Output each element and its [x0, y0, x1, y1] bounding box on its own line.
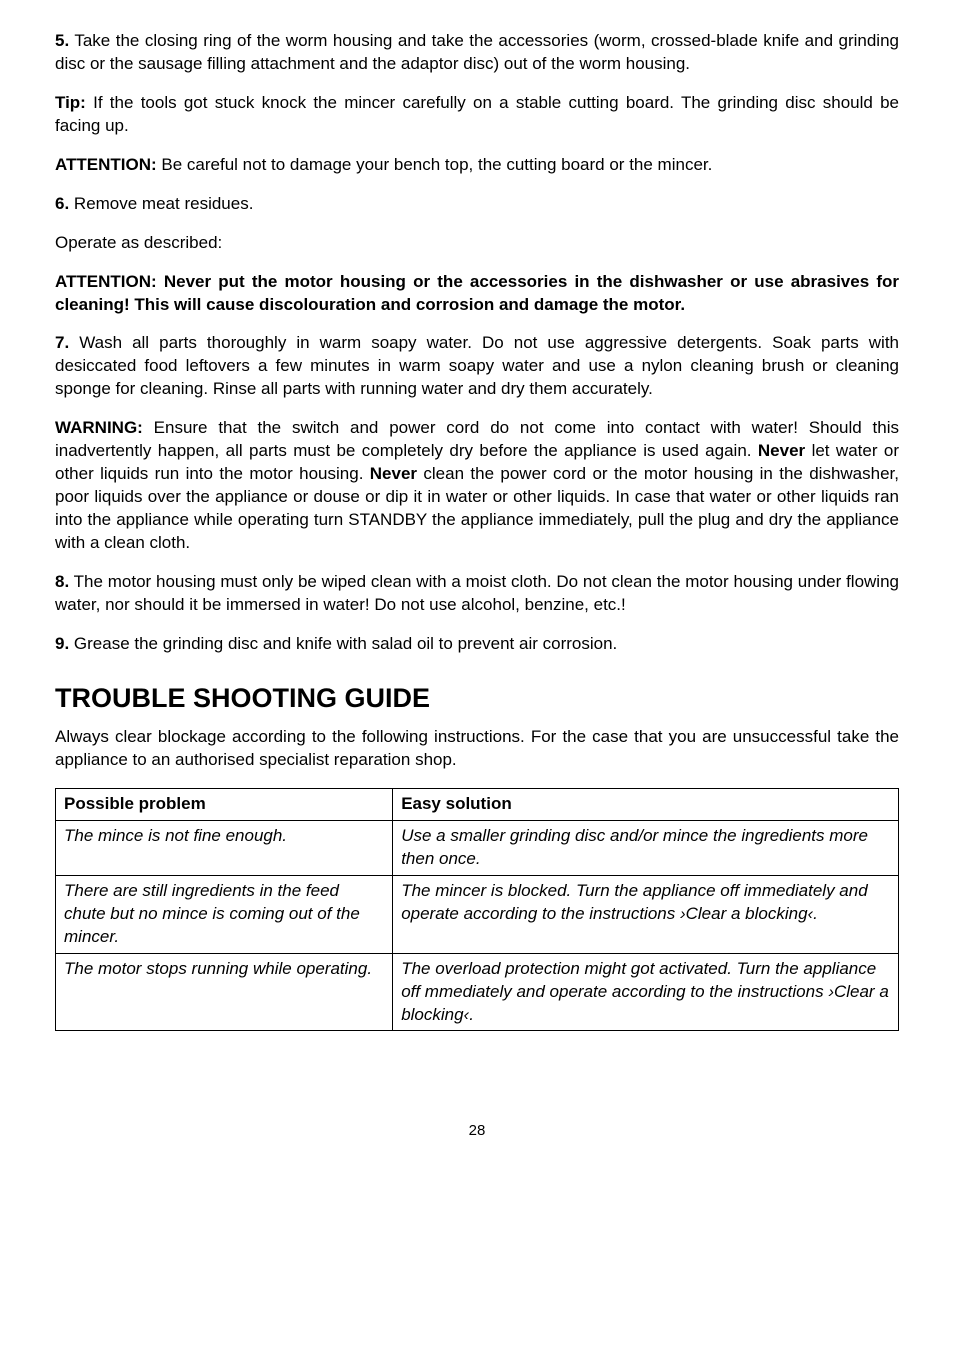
- step-number-9: 9.: [55, 634, 69, 653]
- paragraph-warning: WARNING: Ensure that the switch and powe…: [55, 417, 899, 555]
- step-text-8: The motor housing must only be wiped cle…: [55, 572, 899, 614]
- cell-problem: The motor stops running while operating.: [56, 953, 393, 1031]
- cell-solution: Use a smaller grinding disc and/or mince…: [393, 820, 899, 875]
- warning-never-2: Never: [370, 464, 417, 483]
- cell-problem: The mince is not fine enough.: [56, 820, 393, 875]
- troubleshooting-heading: TROUBLE SHOOTING GUIDE: [55, 680, 899, 716]
- troubleshooting-table: Possible problem Easy solution The mince…: [55, 788, 899, 1031]
- tip-text: If the tools got stuck knock the mincer …: [55, 93, 899, 135]
- paragraph-6: 6. Remove meat residues.: [55, 193, 899, 216]
- header-problem: Possible problem: [56, 789, 393, 821]
- tip-label: Tip:: [55, 93, 86, 112]
- warning-never-1: Never: [758, 441, 805, 460]
- cell-problem: There are still ingredients in the feed …: [56, 875, 393, 953]
- paragraph-attention-1: ATTENTION: Be careful not to damage your…: [55, 154, 899, 177]
- step-number-8: 8.: [55, 572, 69, 591]
- step-number-5: 5.: [55, 31, 69, 50]
- cell-solution: The mincer is blocked. Turn the applianc…: [393, 875, 899, 953]
- table-header-row: Possible problem Easy solution: [56, 789, 899, 821]
- attention-block: ATTENTION: Never put the motor housing o…: [55, 271, 899, 317]
- table-row: There are still ingredients in the feed …: [56, 875, 899, 953]
- paragraph-9: 9. Grease the grinding disc and knife wi…: [55, 633, 899, 656]
- troubleshooting-intro: Always clear blockage according to the f…: [55, 726, 899, 772]
- attention-text-1: Be careful not to damage your bench top,…: [157, 155, 713, 174]
- paragraph-8: 8. The motor housing must only be wiped …: [55, 571, 899, 617]
- paragraph-5: 5. Take the closing ring of the worm hou…: [55, 30, 899, 76]
- step-number-7: 7.: [55, 333, 69, 352]
- attention-label-1: ATTENTION:: [55, 155, 157, 174]
- header-solution: Easy solution: [393, 789, 899, 821]
- step-text-6: Remove meat residues.: [69, 194, 253, 213]
- paragraph-7: 7. Wash all parts thoroughly in warm soa…: [55, 332, 899, 401]
- table-row: The mince is not fine enough. Use a smal…: [56, 820, 899, 875]
- step-number-6: 6.: [55, 194, 69, 213]
- paragraph-operate: Operate as described:: [55, 232, 899, 255]
- step-text-7: Wash all parts thoroughly in warm soapy …: [55, 333, 899, 398]
- step-text-9: Grease the grinding disc and knife with …: [69, 634, 617, 653]
- paragraph-tip: Tip: If the tools got stuck knock the mi…: [55, 92, 899, 138]
- page-number: 28: [55, 1121, 899, 1141]
- warning-label: WARNING:: [55, 418, 143, 437]
- table-row: The motor stops running while operating.…: [56, 953, 899, 1031]
- step-text-5: Take the closing ring of the worm housin…: [55, 31, 899, 73]
- cell-solution: The overload protection might got activa…: [393, 953, 899, 1031]
